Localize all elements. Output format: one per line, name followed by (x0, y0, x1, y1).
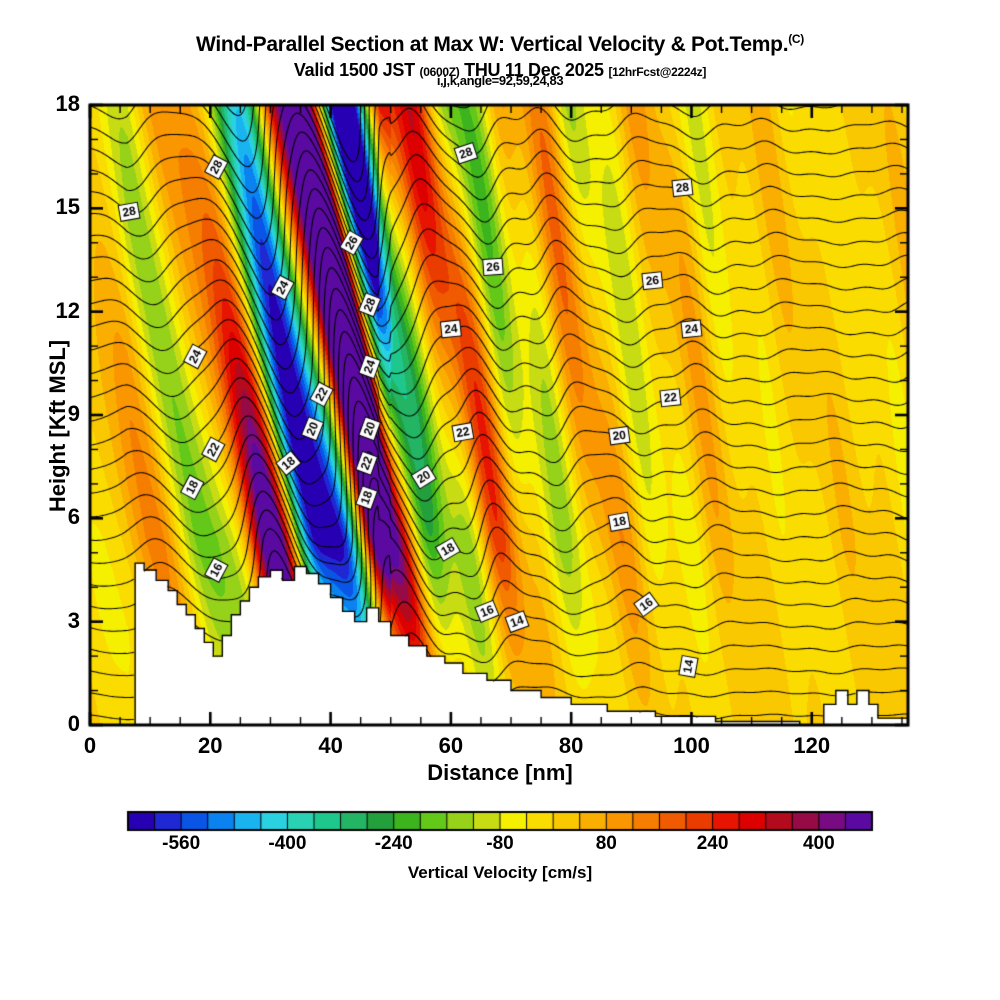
x-tick-label: 40 (318, 733, 343, 758)
y-tick-label: 9 (67, 401, 80, 426)
colorbar-tick-label: -560 (162, 833, 201, 854)
x-tick-label: 100 (673, 733, 710, 758)
copyright-mark: (C) (788, 32, 804, 46)
title-indices: i,j,k,angle=92,59,24,83 (436, 73, 564, 88)
y-tick-label: 18 (55, 91, 80, 116)
x-axis-label: Distance [nm] (427, 760, 573, 785)
subtitle-utc-time: (0600Z) (419, 65, 460, 79)
page-title: Wind-Parallel Section at Max W: Vertical… (0, 32, 1000, 57)
y-tick-label: 3 (67, 607, 80, 633)
subtitle-date: THU 11 Dec 2025 (459, 60, 609, 80)
title-subtitle: Valid 1500 JST (0600Z) THU 11 Dec 2025 [… (0, 60, 1000, 81)
colorbar-tick-label: 240 (696, 833, 729, 854)
x-tick-label: 120 (793, 733, 831, 758)
y-tick-label: 6 (67, 504, 80, 530)
colorbar-tick-label: 80 (595, 833, 617, 854)
y-tick-label: 15 (55, 194, 80, 220)
y-tick-label: 0 (67, 711, 80, 736)
x-tick-label: 0 (83, 733, 97, 758)
subtitle-valid-time: Valid 1500 JST (293, 60, 420, 80)
colorbar-tick-label: -80 (486, 833, 514, 854)
colorbar-tick-label: -240 (374, 833, 413, 854)
x-tick-label: 20 (198, 733, 223, 758)
colorbar-tick-label: 400 (802, 833, 835, 854)
colorbar-tick-label: -400 (268, 833, 307, 854)
colorbar-label: Vertical Velocity [cm/s] (407, 863, 593, 882)
x-tick-label: 80 (558, 733, 584, 758)
title-main-text: Wind-Parallel Section at Max W: Vertical… (196, 33, 789, 56)
subtitle-forecast-tag: [12hrFcst@2224z] (608, 65, 707, 79)
x-tick-label: 60 (438, 733, 464, 758)
y-tick-label: 12 (55, 297, 80, 323)
